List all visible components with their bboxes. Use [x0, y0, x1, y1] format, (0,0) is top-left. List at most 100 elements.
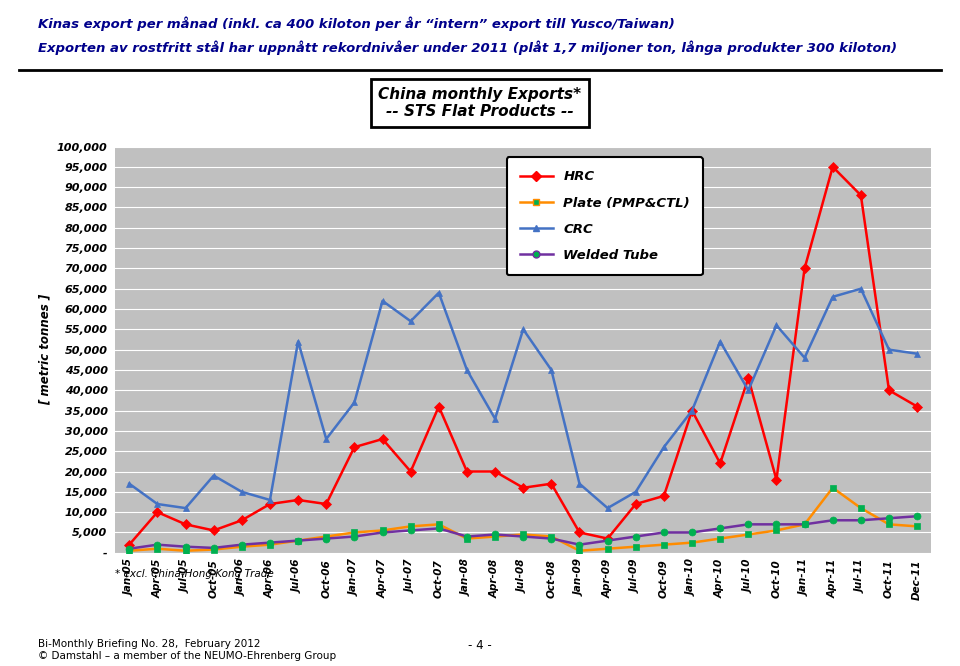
Plate (PMP&CTL)	[264, 541, 276, 549]
HRC	[236, 516, 248, 524]
Y-axis label: [ metric tonnes ]: [ metric tonnes ]	[38, 294, 51, 406]
Welded Tube	[208, 544, 220, 552]
HRC	[461, 468, 472, 476]
CRC	[602, 504, 613, 512]
CRC	[911, 350, 923, 358]
HRC	[771, 476, 782, 484]
CRC	[659, 443, 670, 451]
Plate (PMP&CTL)	[124, 547, 135, 555]
Welded Tube	[517, 533, 529, 541]
HRC	[433, 402, 444, 410]
Welded Tube	[771, 520, 782, 528]
Plate (PMP&CTL)	[236, 543, 248, 551]
Line: Welded Tube: Welded Tube	[126, 513, 921, 552]
Legend: HRC, Plate (PMP&CTL), CRC, Welded Tube: HRC, Plate (PMP&CTL), CRC, Welded Tube	[507, 157, 703, 275]
HRC	[264, 500, 276, 508]
Text: * excl. China-Hong Kong Trade: * excl. China-Hong Kong Trade	[115, 569, 274, 579]
HRC	[855, 191, 867, 199]
Welded Tube	[264, 539, 276, 547]
Plate (PMP&CTL)	[742, 531, 754, 539]
Plate (PMP&CTL)	[517, 531, 529, 539]
Welded Tube	[405, 526, 417, 534]
CRC	[236, 488, 248, 496]
HRC	[124, 541, 135, 549]
Plate (PMP&CTL)	[630, 543, 641, 551]
HRC	[517, 484, 529, 492]
HRC	[630, 500, 641, 508]
Text: Bi-Monthly Briefing No. 28,  February 2012
© Damstahl – a member of the NEUMO-Eh: Bi-Monthly Briefing No. 28, February 201…	[38, 639, 337, 661]
Plate (PMP&CTL)	[602, 545, 613, 553]
HRC	[686, 406, 698, 414]
Text: China monthly Exports*
-- STS Flat Products --: China monthly Exports* -- STS Flat Produ…	[378, 87, 582, 119]
Welded Tube	[180, 543, 191, 551]
Welded Tube	[742, 520, 754, 528]
Plate (PMP&CTL)	[855, 504, 867, 512]
Plate (PMP&CTL)	[490, 533, 501, 541]
CRC	[883, 346, 895, 354]
Plate (PMP&CTL)	[686, 539, 698, 547]
Plate (PMP&CTL)	[376, 526, 388, 534]
Welded Tube	[827, 516, 838, 524]
CRC	[461, 366, 472, 374]
HRC	[714, 460, 726, 468]
CRC	[293, 338, 304, 346]
Plate (PMP&CTL)	[348, 529, 360, 537]
Plate (PMP&CTL)	[883, 520, 895, 528]
Welded Tube	[152, 541, 163, 549]
HRC	[293, 496, 304, 504]
Welded Tube	[686, 529, 698, 537]
CRC	[742, 386, 754, 394]
HRC	[545, 480, 557, 488]
Line: HRC: HRC	[126, 163, 921, 548]
Plate (PMP&CTL)	[433, 520, 444, 528]
CRC	[433, 289, 444, 297]
Plate (PMP&CTL)	[180, 547, 191, 555]
Plate (PMP&CTL)	[911, 522, 923, 530]
CRC	[348, 398, 360, 406]
Plate (PMP&CTL)	[799, 520, 810, 528]
Welded Tube	[714, 524, 726, 532]
CRC	[124, 480, 135, 488]
HRC	[405, 468, 417, 476]
Plate (PMP&CTL)	[208, 545, 220, 553]
Welded Tube	[293, 537, 304, 545]
Text: Exporten av rostfritt stål har uppnått rekordnivåer under 2011 (plåt 1,7 miljone: Exporten av rostfritt stål har uppnått r…	[38, 40, 898, 55]
Welded Tube	[602, 537, 613, 545]
Welded Tube	[490, 531, 501, 539]
Plate (PMP&CTL)	[405, 522, 417, 530]
CRC	[545, 366, 557, 374]
Welded Tube	[855, 516, 867, 524]
Text: Kinas export per månad (inkl. ca 400 kiloton per år “intern” export till Yusco/T: Kinas export per månad (inkl. ca 400 kil…	[38, 17, 675, 31]
Line: CRC: CRC	[126, 285, 921, 511]
Welded Tube	[236, 541, 248, 549]
HRC	[659, 492, 670, 500]
CRC	[405, 317, 417, 325]
HRC	[208, 526, 220, 534]
Plate (PMP&CTL)	[545, 533, 557, 541]
CRC	[517, 325, 529, 333]
CRC	[264, 496, 276, 504]
Welded Tube	[545, 535, 557, 543]
CRC	[686, 406, 698, 414]
CRC	[855, 284, 867, 292]
CRC	[376, 297, 388, 305]
CRC	[208, 472, 220, 480]
CRC	[490, 415, 501, 423]
Plate (PMP&CTL)	[771, 526, 782, 534]
HRC	[490, 468, 501, 476]
Welded Tube	[376, 529, 388, 537]
HRC	[883, 386, 895, 394]
Plate (PMP&CTL)	[461, 535, 472, 543]
Welded Tube	[461, 533, 472, 541]
Plate (PMP&CTL)	[321, 533, 332, 541]
CRC	[630, 488, 641, 496]
HRC	[574, 529, 586, 537]
HRC	[799, 264, 810, 272]
Welded Tube	[348, 533, 360, 541]
CRC	[574, 480, 586, 488]
Plate (PMP&CTL)	[293, 537, 304, 545]
HRC	[152, 508, 163, 516]
HRC	[827, 163, 838, 170]
Welded Tube	[911, 512, 923, 520]
Welded Tube	[321, 535, 332, 543]
